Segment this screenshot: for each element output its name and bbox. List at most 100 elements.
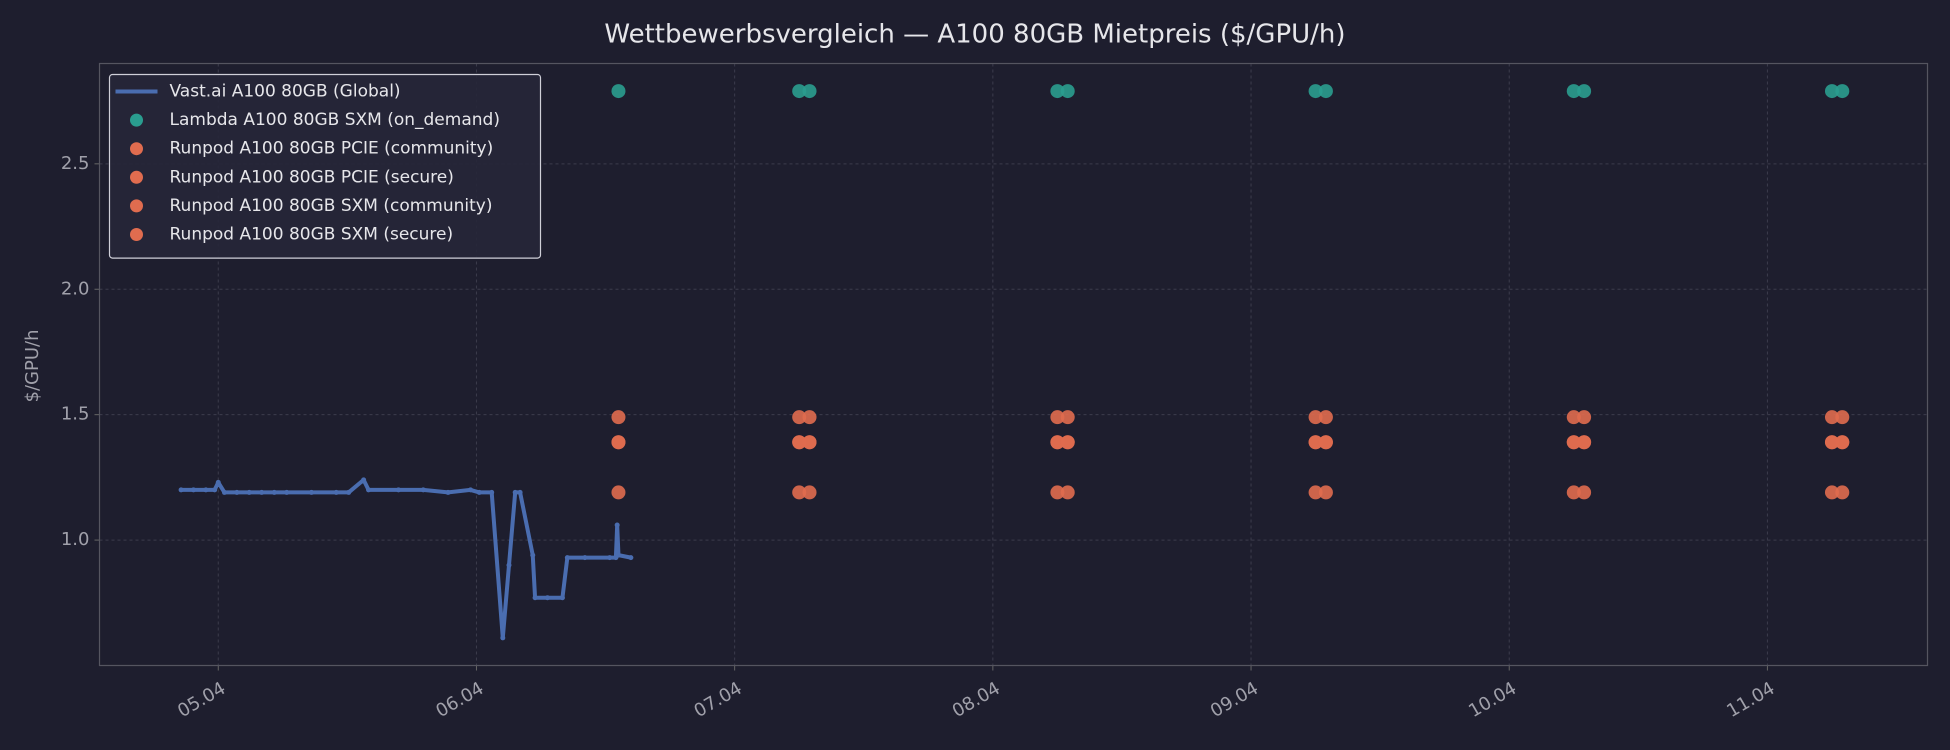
line-marker — [420, 487, 426, 493]
line-marker — [215, 479, 221, 485]
scatter-point — [1308, 485, 1323, 500]
scatter-point — [1566, 435, 1581, 450]
scatter-point — [1566, 410, 1581, 425]
scatter-point — [1060, 435, 1075, 450]
scatter-point — [1835, 84, 1850, 99]
line-marker — [395, 487, 401, 493]
scatter-point — [1824, 485, 1839, 500]
line-marker — [582, 555, 588, 561]
y-tick-label: 1.5 — [61, 404, 90, 425]
scatter-point — [802, 84, 817, 99]
scatter-point — [1835, 485, 1850, 500]
line-marker — [476, 489, 482, 495]
scatter-point — [1577, 485, 1592, 500]
scatter-point — [1318, 435, 1333, 450]
line-marker — [361, 477, 367, 483]
scatter-point — [1566, 485, 1581, 500]
line-marker — [614, 522, 620, 528]
line-marker — [212, 487, 218, 493]
scatter-point — [802, 485, 817, 500]
line-marker — [607, 555, 613, 561]
legend-swatch — [130, 142, 143, 156]
legend-box — [108, 73, 542, 259]
line-marker — [284, 489, 290, 495]
scatter-point — [1060, 485, 1075, 500]
line-marker — [628, 555, 634, 561]
scatter-point — [1566, 84, 1581, 99]
line-marker — [489, 489, 495, 495]
scatter-point — [1835, 435, 1850, 450]
legend-label: Runpod A100 80GB SXM (community) — [170, 196, 493, 216]
scatter-point — [792, 410, 807, 425]
scatter-point — [611, 435, 626, 450]
scatter-point — [802, 435, 817, 450]
scatter-point — [792, 485, 807, 500]
line-marker — [333, 489, 339, 495]
scatter-point — [792, 84, 807, 99]
line-marker — [246, 489, 252, 495]
line-marker — [259, 489, 265, 495]
line-marker — [500, 635, 506, 641]
line-marker — [468, 487, 474, 493]
scatter-point — [1824, 435, 1839, 450]
line-marker — [544, 595, 550, 601]
legend-label: Lambda A100 80GB SXM (on_demand) — [170, 110, 500, 130]
line-marker — [190, 487, 196, 493]
scatter-point — [802, 410, 817, 425]
line-marker — [512, 489, 518, 495]
scatter-point — [611, 84, 626, 99]
scatter-point — [611, 485, 626, 500]
scatter-point — [1060, 410, 1075, 425]
line-marker — [178, 487, 184, 493]
chart-title: Wettbewerbsvergleich — A100 80GB Mietpre… — [604, 20, 1345, 50]
line-marker — [517, 489, 523, 495]
line-marker — [564, 555, 570, 561]
y-tick-label: 2.0 — [61, 278, 90, 299]
scatter-point — [792, 435, 807, 450]
scatter-point — [1577, 435, 1592, 450]
line-marker — [203, 487, 209, 493]
plot-frame — [98, 62, 1929, 667]
scatter-point — [1050, 435, 1065, 450]
scatter-point — [1318, 84, 1333, 99]
scatter-point — [1050, 485, 1065, 500]
scatter-point — [1824, 410, 1839, 425]
scatter-point — [1060, 84, 1075, 99]
legend-label: Runpod A100 80GB PCIE (community) — [170, 139, 494, 159]
scatter-point — [1577, 410, 1592, 425]
scatter-point — [611, 410, 626, 425]
y-tick-label: 2.5 — [61, 153, 90, 174]
legend-label: Runpod A100 80GB SXM (secure) — [170, 225, 454, 245]
scatter-point — [1318, 410, 1333, 425]
scatter-point — [1577, 84, 1592, 99]
scatter-point — [1050, 84, 1065, 99]
line-marker — [271, 489, 277, 495]
scatter-point — [1835, 410, 1850, 425]
line-marker — [506, 562, 512, 568]
legend-label: Runpod A100 80GB PCIE (secure) — [170, 167, 454, 187]
line-marker — [346, 489, 352, 495]
y-tick-label: 1.0 — [61, 529, 90, 550]
line-marker — [445, 489, 451, 495]
line-marker — [221, 489, 227, 495]
legend-label: Vast.ai A100 80GB (Global) — [170, 82, 401, 102]
scatter-point — [1318, 485, 1333, 500]
line-marker — [234, 489, 240, 495]
legend-swatch — [130, 170, 143, 184]
line-marker — [615, 552, 621, 558]
line-marker — [308, 489, 314, 495]
legend-swatch — [130, 199, 143, 213]
legend-swatch — [130, 113, 143, 127]
scatter-point — [1824, 84, 1839, 99]
scatter-point — [1308, 410, 1323, 425]
line-marker — [366, 487, 372, 493]
scatter-point — [1308, 84, 1323, 99]
scatter-point — [1308, 435, 1323, 450]
line-marker — [532, 595, 538, 601]
line-marker — [530, 552, 536, 558]
scatter-point — [1050, 410, 1065, 425]
legend-swatch — [130, 228, 143, 241]
line-marker — [559, 595, 565, 601]
